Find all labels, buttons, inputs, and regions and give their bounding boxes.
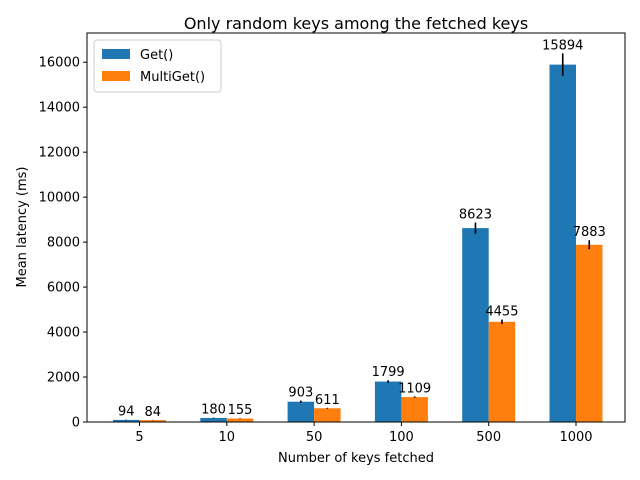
bar-multiget-10 bbox=[226, 418, 254, 422]
x-tick-label: 100 bbox=[389, 430, 414, 445]
x-tick-label: 500 bbox=[476, 430, 501, 445]
bar-multiget-500 bbox=[488, 321, 516, 422]
bars-layer bbox=[113, 64, 603, 422]
bar-multiget-50 bbox=[314, 408, 341, 422]
legend-swatch-multiget bbox=[102, 71, 130, 81]
data-label-get-500: 8623 bbox=[459, 207, 492, 222]
y-tick-label: 12000 bbox=[39, 146, 80, 161]
bar-get-500 bbox=[462, 228, 489, 422]
y-axis: 0 2000 4000 6000 8000 10000 12000 14000 16000 bbox=[39, 56, 87, 431]
y-tick-label: 2000 bbox=[47, 371, 80, 386]
x-tick-label: 1000 bbox=[559, 430, 592, 445]
legend-label-multiget: MultiGet() bbox=[140, 70, 205, 85]
bar-multiget-5 bbox=[139, 420, 166, 422]
error-bars-layer bbox=[125, 53, 591, 421]
plot-area-frame bbox=[86, 32, 626, 423]
y-tick-label: 8000 bbox=[47, 236, 80, 251]
data-label-get-5: 94 bbox=[118, 405, 135, 420]
y-tick-label: 6000 bbox=[47, 281, 80, 296]
data-label-multiget-1000: 7883 bbox=[573, 225, 606, 240]
data-label-get-100: 1799 bbox=[372, 365, 405, 380]
legend-swatch-get bbox=[102, 49, 130, 59]
bar-get-10 bbox=[200, 417, 227, 422]
data-label-multiget-5: 84 bbox=[144, 405, 161, 420]
legend-label-get: Get() bbox=[140, 48, 173, 63]
bar-get-5 bbox=[113, 419, 140, 422]
y-tick-label: 0 bbox=[72, 416, 80, 431]
x-axis-label: Number of keys fetched bbox=[278, 451, 434, 466]
data-label-multiget-500: 4455 bbox=[485, 305, 518, 320]
bar-multiget-100 bbox=[401, 397, 428, 422]
data-label-multiget-100: 1109 bbox=[398, 381, 431, 396]
y-tick-label: 16000 bbox=[39, 56, 80, 71]
y-tick-label: 10000 bbox=[39, 191, 80, 206]
x-tick-label: 50 bbox=[306, 430, 323, 445]
data-label-get-10: 180 bbox=[201, 403, 226, 418]
chart-title: Only random keys among the fetched keys bbox=[184, 14, 528, 33]
data-label-multiget-50: 611 bbox=[315, 393, 340, 408]
data-label-get-50: 903 bbox=[288, 386, 313, 401]
bar-get-50 bbox=[287, 401, 315, 422]
y-tick-label: 4000 bbox=[47, 326, 80, 341]
bar-multiget-1000 bbox=[576, 244, 603, 422]
data-labels-layer: 94 180 903 1799 8623 15894 84 155 611 1109 4455 788… bbox=[118, 38, 606, 420]
bar-get-100 bbox=[374, 381, 402, 422]
x-axis: 5 10 50 100 500 1000 bbox=[135, 422, 593, 445]
data-label-multiget-10: 155 bbox=[228, 403, 253, 418]
bar-get-1000 bbox=[549, 64, 576, 422]
x-tick-label: 10 bbox=[219, 430, 236, 445]
data-label-get-1000: 15894 bbox=[542, 38, 583, 53]
x-tick-label: 5 bbox=[135, 430, 143, 445]
y-axis-label: Mean latency (ms) bbox=[15, 166, 30, 287]
y-tick-label: 14000 bbox=[39, 101, 80, 116]
legend: Get() MultiGet() bbox=[93, 39, 222, 93]
